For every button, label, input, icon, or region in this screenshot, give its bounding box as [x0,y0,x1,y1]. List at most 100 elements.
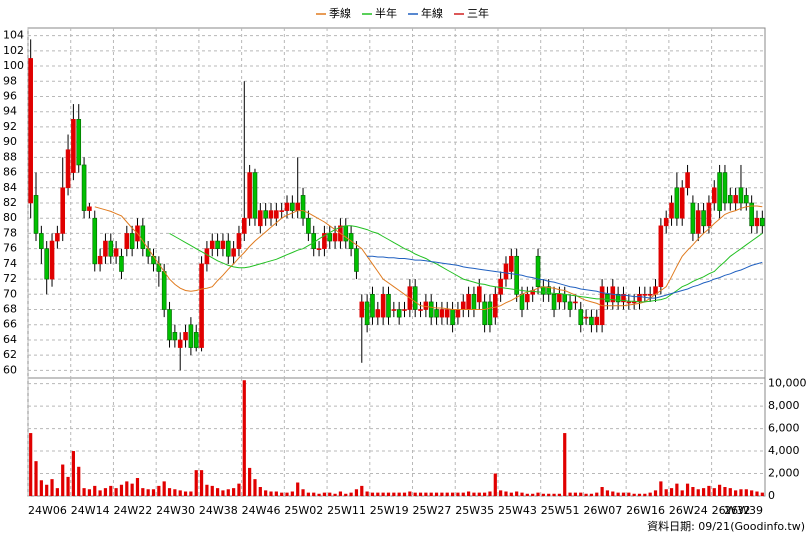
volume-bar [755,491,759,496]
x-tick-label: 26W32 [712,504,751,517]
candle-body [466,294,471,310]
y-tick-label: 78 [3,226,17,239]
candle-body [679,187,685,219]
candle-body [674,187,680,219]
candle-body [103,240,108,257]
volume-bar [173,489,177,496]
candle-body [188,324,194,348]
volume-bar [429,492,433,496]
volume-bar [664,489,668,496]
volume-bar [189,491,193,496]
volume-bar [146,489,150,496]
candle-body [637,294,642,303]
y-tick-label: 90 [3,135,17,148]
y-tick-label: 96 [3,89,17,102]
volume-bar [579,492,583,496]
candle-body [322,233,327,249]
volume-bar [595,492,599,496]
volume-bar [381,492,385,496]
candle-body [396,309,402,318]
candle-body [177,339,183,348]
volume-bar [440,492,444,496]
y-tick-label: 64 [3,333,17,346]
y-tick-label: 66 [3,318,17,331]
candle-body [327,233,333,242]
volume-bar [98,490,102,496]
x-tick-label: 26W39 [724,504,763,517]
volume-bar [119,484,124,496]
volume-bar [515,491,519,496]
y-tick-label: 104 [3,29,24,42]
volume-bar [557,493,561,496]
candle-body [92,217,98,265]
volume-bar [183,491,188,496]
candle-body [535,255,541,287]
volume-bar [685,483,690,496]
candle-body [97,255,103,265]
volume-bar [349,492,353,496]
volume-bar [718,484,722,496]
candle-body [658,225,664,287]
candle-body [306,217,311,234]
y-tick-label: 94 [3,105,17,118]
volume-bar [643,493,647,496]
volume-bar [114,488,118,496]
volume-bar [215,488,220,496]
candle-body [706,202,712,227]
volume-bar [605,490,610,496]
candle-body [519,294,525,310]
candle-body [690,202,696,234]
volume-bar [280,492,284,496]
volume-bar [344,493,348,496]
volume-bar [701,488,706,496]
candle-body [332,233,338,242]
volume-bar [461,492,465,496]
candle-body [300,195,306,219]
volume-bar [445,492,449,496]
volume-bar [264,490,268,496]
x-tick-label: 24W06 [28,504,67,517]
y-tick-label: 92 [3,120,17,133]
x-tick-label: 24W22 [113,504,152,517]
candle-body [290,202,295,211]
volume-bar [541,493,545,496]
candle-body [263,210,268,219]
volume-bar [589,493,594,496]
volume-bar [760,492,764,496]
candle-body [605,294,610,303]
candle-body [119,255,124,272]
candle-body [727,195,733,204]
y-tick-label: 80 [3,211,17,224]
volume-bar [600,487,604,496]
candle-body [279,210,284,212]
candle-body [615,294,621,303]
candle-body [594,316,600,326]
volume-bar [253,479,257,496]
candle-body [81,164,87,211]
y-tick-label: 100 [3,59,24,72]
x-tick-label: 25W27 [413,504,452,517]
x-tick-label: 25W11 [327,504,366,517]
candle-body [450,309,455,326]
volume-bar [103,488,108,496]
volume-bar [424,492,428,496]
legend-label: 半年 [375,6,397,20]
volume-bar [322,492,327,496]
legend: 季線 半年 年線 三年 [316,6,489,20]
volume-bar [242,380,246,496]
candle-body [476,286,482,303]
volume-bar [205,484,209,496]
candle-body [722,172,728,204]
volume-bar [504,491,508,496]
volume-bar [232,488,236,496]
x-tick-label: 24W30 [156,504,195,517]
candle-body [204,248,210,265]
x-tick-label: 26W16 [626,504,665,517]
volume-bar [547,493,551,496]
volume-bar [386,492,391,496]
candle-body [412,286,418,310]
volume-bar [669,488,674,496]
ma-line [169,225,763,303]
volume-bar [483,492,487,496]
candle-body [711,187,717,204]
